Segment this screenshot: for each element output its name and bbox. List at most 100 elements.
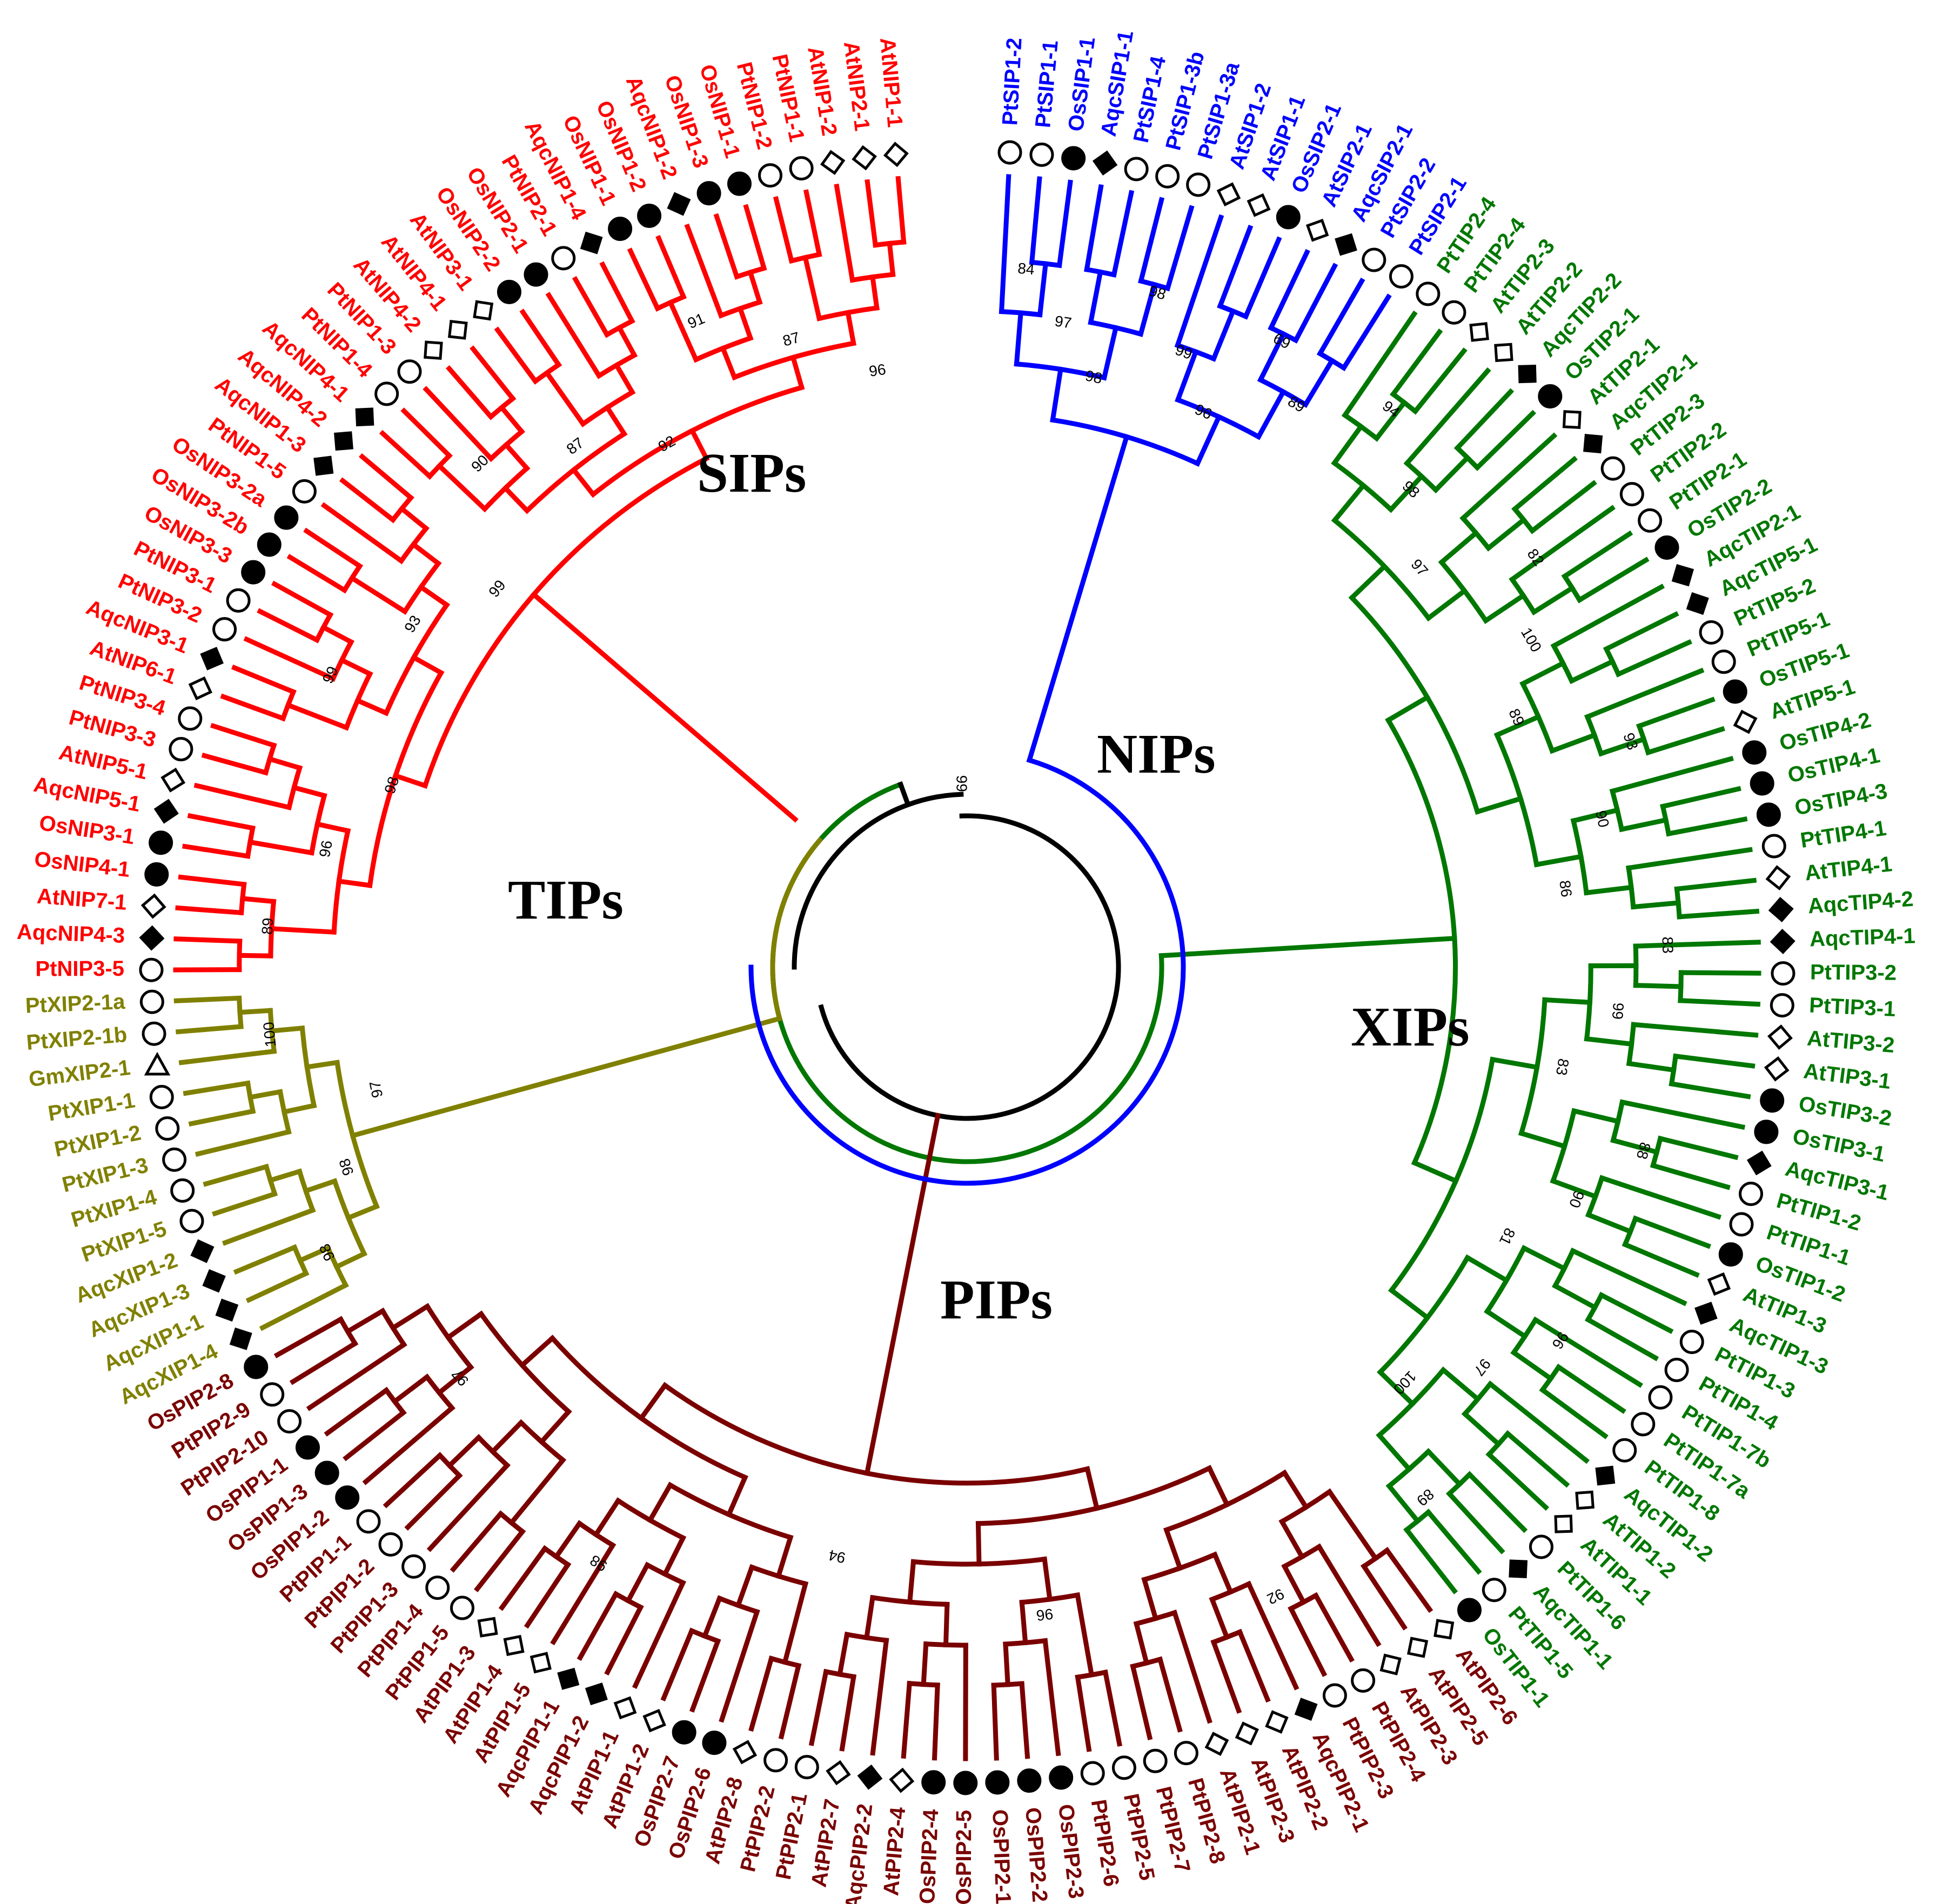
clade-tips-branch <box>1632 1215 1711 1249</box>
stem-pips-root <box>926 1112 941 1161</box>
leaf-label: AtPIP2-7 <box>807 1798 844 1889</box>
bootstrap-label: 90 <box>1592 809 1612 829</box>
filled-diamond-marker <box>313 455 334 476</box>
open-diamond-marker <box>1575 1490 1594 1510</box>
open-diamond-marker <box>1562 410 1582 429</box>
open-circle-marker <box>139 957 164 982</box>
clade-nips-branch <box>336 878 373 888</box>
open-circle-marker <box>1442 300 1466 325</box>
clade-tips-branch <box>1438 529 1479 566</box>
clade-tips-branch <box>1425 1509 1482 1575</box>
clade-xips-branch <box>247 1089 283 1101</box>
clade-tips-branch <box>1530 585 1576 615</box>
clade-tips-branch <box>1598 1291 1674 1334</box>
clade-pips-branch <box>489 1419 525 1456</box>
clade-sips-branch <box>1056 179 1073 269</box>
clade-sips-branch <box>1014 310 1024 367</box>
clade-pips-branch <box>450 1510 504 1573</box>
group-label-nips: NIPs <box>1097 723 1216 785</box>
clade-nips-branch <box>570 466 597 498</box>
clade-pips-branch <box>550 1541 617 1646</box>
filled-circle-marker <box>1718 1242 1743 1267</box>
open-diamond-marker <box>889 1767 915 1793</box>
clade-pips-branch <box>1084 1466 1100 1512</box>
leaf-label: PtSIP1-2 <box>998 37 1026 126</box>
filled-diamond-marker <box>190 1239 215 1263</box>
clade-tips-branch <box>1571 1108 1621 1124</box>
open-circle-marker <box>179 1209 204 1233</box>
clade-pips-branch <box>1209 1596 1230 1640</box>
clade-tips-branch <box>1678 998 1761 1007</box>
clade-pips-branch <box>538 1408 572 1445</box>
clade-xips-branch <box>188 1108 256 1127</box>
clade-tips-branch <box>1669 1081 1751 1100</box>
clade-pips-branch <box>839 1674 857 1752</box>
clade-pips-branch <box>273 1316 344 1359</box>
filled-diamond-marker <box>139 925 165 951</box>
leaf-label: OsPIP2-5 <box>952 1810 976 1904</box>
clade-nips-branch <box>655 234 687 300</box>
stem-sips <box>1026 433 1130 763</box>
open-diamond-marker <box>613 1696 637 1720</box>
open-circle-marker <box>1362 247 1386 272</box>
clade-nips-branch <box>303 527 364 570</box>
clade-pips-branch <box>391 1373 431 1405</box>
clade-xips-branch <box>281 1102 317 1115</box>
clade-tips-branch <box>1377 1369 1416 1407</box>
clade-nips-branch <box>684 223 725 319</box>
clade-tips-branch <box>1388 1286 1431 1322</box>
open-diamond-marker <box>1554 1514 1573 1533</box>
bootstrap-label: 93 <box>1620 730 1641 752</box>
clade-tips-branch <box>1532 1316 1643 1388</box>
bootstrap-label: 88 <box>1633 1141 1654 1161</box>
clade-tips-branch <box>1390 328 1443 398</box>
filled-diamond-marker <box>1294 1698 1318 1721</box>
clade-tips-branch <box>1482 592 1527 624</box>
clade-sips-branch <box>1088 269 1103 325</box>
stem-nips <box>530 591 799 823</box>
clade-pips-branch <box>1019 1599 1028 1646</box>
clade-tips-branch <box>1461 1410 1502 1448</box>
clade-tips-branch <box>1385 694 1431 724</box>
open-circle-marker <box>1080 1761 1105 1786</box>
filled-diamond-marker <box>1768 897 1794 922</box>
clade-pips-branch <box>1133 1620 1150 1666</box>
clade-pips-branch <box>1003 1641 1010 1687</box>
open-diamond-marker <box>503 1634 525 1657</box>
clade-tips-branch <box>1331 482 1367 524</box>
leaf-label: AtTIP4-1 <box>1804 852 1893 886</box>
clade-tips-branch <box>1650 1162 1731 1190</box>
clade-sips-branch <box>1316 277 1365 357</box>
leaf-label: AtTIP3-2 <box>1806 1027 1895 1058</box>
clade-xips-branch <box>233 1244 298 1275</box>
leaf-label: OsTIP3-2 <box>1797 1092 1893 1131</box>
filled-diamond-marker <box>1686 592 1709 615</box>
filled-diamond-marker <box>1694 1302 1718 1325</box>
clade-pips-branch <box>782 1580 809 1665</box>
open-circle-marker <box>1124 157 1149 182</box>
clade-nips-branch <box>271 580 334 619</box>
open-diamond-marker <box>1707 1272 1731 1296</box>
clade-pips-branch <box>426 1461 511 1552</box>
open-diamond-marker <box>1204 1732 1229 1756</box>
clade-pips-branch <box>577 1591 619 1661</box>
clade-pips-branch <box>446 1434 483 1469</box>
clade-sips-branch <box>1138 197 1165 284</box>
clade-tips-branch <box>1348 563 1388 601</box>
clade-sips-branch <box>1084 184 1104 273</box>
clade-nips-branch <box>338 656 373 678</box>
clade-tips-branch <box>1585 1211 1634 1235</box>
filled-diamond-marker <box>857 1764 883 1790</box>
clade-sips-branch <box>1164 205 1195 292</box>
clade-tips-branch <box>1511 455 1578 513</box>
filled-diamond-marker <box>667 192 691 216</box>
open-circle-marker <box>1679 1330 1704 1355</box>
leaf-label: PtXIP2-1a <box>25 990 126 1018</box>
clade-pips-branch <box>344 1308 386 1335</box>
bootstrap-label-root: 99 <box>954 775 970 792</box>
clade-xips-branch <box>173 995 242 1004</box>
filled-diamond-marker <box>1092 150 1118 176</box>
clade-xips-branch <box>304 1060 340 1070</box>
open-circle-marker <box>1143 1748 1168 1773</box>
